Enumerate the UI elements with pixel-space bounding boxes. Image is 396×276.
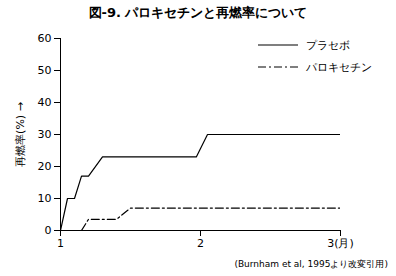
svg-text:0: 0 (45, 224, 52, 237)
html-text:パロキセチン: パロキセチン (306, 60, 372, 74)
svg-text:10: 10 (38, 192, 52, 205)
svg-text:3(月): 3(月) (327, 237, 354, 250)
svg-text:60: 60 (38, 32, 52, 45)
svg-text:2: 2 (197, 237, 204, 250)
svg-text:40: 40 (38, 96, 52, 109)
html-text:図-9. パロキセチンと再燃率について: 図-9. パロキセチンと再燃率について (88, 5, 308, 20)
html-text:(Burnham et al, 1995より改変引用): (Burnham et al, 1995より改変引用) (234, 259, 388, 269)
svg-text:30: 30 (38, 128, 52, 141)
svg-text:再燃率(%) →: 再燃率(%) → (14, 102, 27, 167)
svg-text:1: 1 (57, 237, 64, 250)
html-text:プラセボ: プラセボ (306, 38, 350, 52)
svg-text:50: 50 (38, 64, 52, 77)
svg-text:20: 20 (38, 160, 52, 173)
